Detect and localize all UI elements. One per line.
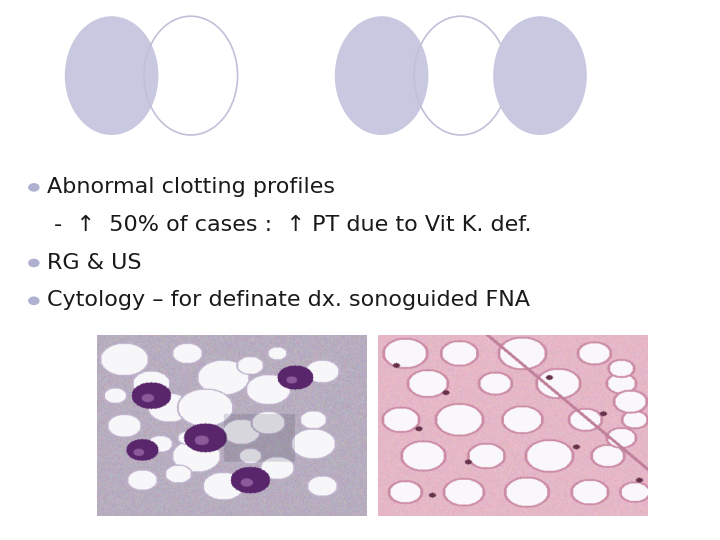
Ellipse shape <box>493 16 587 135</box>
Ellipse shape <box>65 16 158 135</box>
Ellipse shape <box>28 259 40 267</box>
Ellipse shape <box>28 183 40 192</box>
Text: Abnormal clotting profiles: Abnormal clotting profiles <box>47 177 335 197</box>
Text: RG & US: RG & US <box>47 253 141 273</box>
Ellipse shape <box>335 16 428 135</box>
Text: Cytology – for definate dx. sonoguided FNA: Cytology – for definate dx. sonoguided F… <box>47 291 530 310</box>
Text: -  ↑  50% of cases :  ↑ PT due to Vit K. def.: - ↑ 50% of cases : ↑ PT due to Vit K. de… <box>54 215 531 235</box>
Ellipse shape <box>28 296 40 305</box>
